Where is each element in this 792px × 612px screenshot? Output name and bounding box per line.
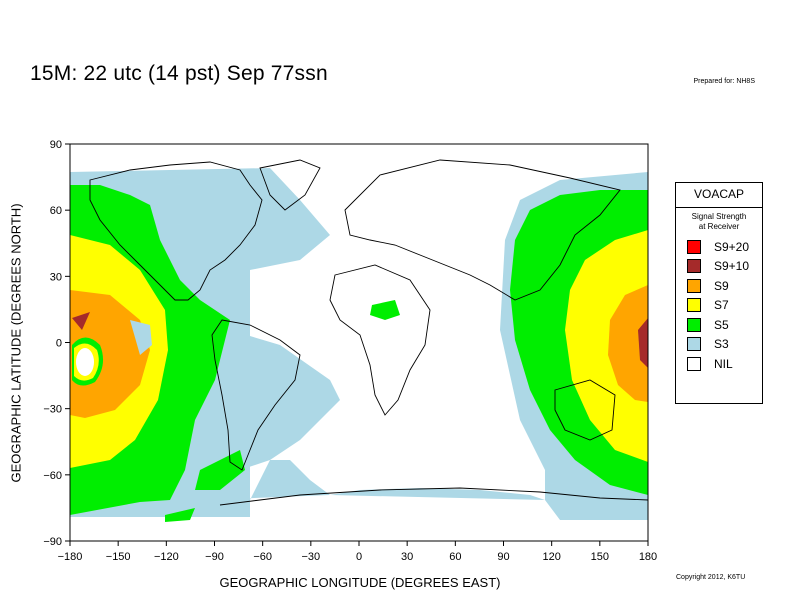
s7-zone-east bbox=[565, 230, 648, 462]
legend-swatch bbox=[687, 239, 701, 254]
x-tick-label: −120 bbox=[154, 551, 179, 563]
nil-hole-west bbox=[76, 348, 94, 376]
legend-subtitle-line1: Signal Strength bbox=[691, 212, 747, 221]
copyright-note: Copyright 2012, K6TU bbox=[676, 574, 746, 581]
legend-swatch bbox=[687, 259, 701, 274]
x-tick-label: 120 bbox=[542, 551, 560, 563]
legend-item: S9+10 bbox=[676, 257, 762, 277]
x-tick-label: −150 bbox=[106, 551, 131, 563]
x-tick-label: −30 bbox=[301, 551, 320, 563]
map-title: 15M: 22 utc (14 pst) Sep 77ssn bbox=[30, 62, 328, 85]
legend-label: S9 bbox=[714, 278, 729, 293]
y-tick-label: 0 bbox=[56, 338, 62, 350]
x-tick-label: 150 bbox=[591, 551, 609, 563]
y-tick-label: −60 bbox=[43, 470, 62, 482]
legend-subtitle-line2: at Receiver bbox=[698, 222, 740, 231]
s3-patch-west bbox=[130, 320, 152, 355]
x-tick-label: −60 bbox=[253, 551, 272, 563]
legend-item: NIL bbox=[676, 354, 762, 374]
x-tick-label: 90 bbox=[497, 551, 509, 563]
x-tick-label: 60 bbox=[449, 551, 461, 563]
legend-swatch bbox=[687, 356, 701, 371]
coverage-layer bbox=[70, 144, 648, 541]
y-tick-label: 60 bbox=[50, 205, 62, 217]
prepared-for-note: Prepared for: NH8S bbox=[693, 78, 755, 85]
x-axis-label: GEOGRAPHIC LONGITUDE (DEGREES EAST) bbox=[219, 575, 501, 590]
antarctica-outline bbox=[219, 487, 648, 506]
x-tick-label: −180 bbox=[58, 551, 83, 563]
y-tick-label: 30 bbox=[50, 271, 62, 283]
s9-10-zone-west bbox=[72, 312, 90, 330]
x-tick-label: −90 bbox=[205, 551, 224, 563]
legend-item: S9 bbox=[676, 276, 762, 296]
x-tick-label: 0 bbox=[356, 551, 362, 563]
legend-label: S9+10 bbox=[714, 259, 750, 274]
legend-subtitle: Signal Strength at Receiver bbox=[676, 212, 762, 232]
legend-swatch bbox=[687, 337, 701, 352]
legend-label: NIL bbox=[714, 356, 733, 371]
legend-box: VOACAP Signal Strength at Receiver S9+20… bbox=[675, 182, 763, 404]
legend-label: S3 bbox=[714, 337, 729, 352]
legend-label: S9+20 bbox=[714, 239, 750, 254]
x-tick-label: 180 bbox=[639, 551, 657, 563]
s9-zone-east bbox=[608, 285, 648, 402]
legend-item: S7 bbox=[676, 296, 762, 316]
eurasia-outline bbox=[344, 159, 621, 301]
legend-swatch bbox=[687, 298, 701, 313]
s5-zone-south bbox=[195, 450, 245, 490]
legend-title: VOACAP bbox=[676, 183, 762, 208]
legend-label: S5 bbox=[714, 317, 729, 332]
axis-ticks: −180 −150 −120 −90 −60 −30 0 30 60 90 120 150 180 90 6… bbox=[43, 139, 657, 563]
legend-label: S7 bbox=[714, 298, 729, 313]
s9-zone-west bbox=[70, 290, 150, 418]
legend-item: S3 bbox=[676, 335, 762, 355]
y-axis-label: GEOGRAPHIC LATITUDE (DEGREES NORTH) bbox=[8, 203, 24, 483]
y-tick-label: −90 bbox=[43, 536, 62, 548]
legend-item: S5 bbox=[676, 315, 762, 335]
australia-outline bbox=[554, 379, 616, 441]
north-america-outline bbox=[89, 161, 263, 301]
y-tick-label: 90 bbox=[50, 139, 62, 151]
africa-outline bbox=[329, 264, 431, 416]
legend-item: S9+20 bbox=[676, 237, 762, 257]
south-america-outline bbox=[211, 319, 301, 471]
s5-zone-africa bbox=[370, 300, 400, 320]
x-tick-label: 30 bbox=[401, 551, 413, 563]
y-tick-label: −30 bbox=[43, 404, 62, 416]
legend-swatch bbox=[687, 278, 701, 293]
s9-10-zone-east bbox=[638, 318, 648, 368]
legend-list: S9+20 S9+10 S9 S7 S5 S3 NIL bbox=[676, 237, 762, 374]
greenland-outline bbox=[259, 159, 321, 211]
coastlines bbox=[89, 159, 648, 506]
legend-swatch bbox=[687, 317, 701, 332]
s5-zone-south2 bbox=[165, 508, 195, 522]
